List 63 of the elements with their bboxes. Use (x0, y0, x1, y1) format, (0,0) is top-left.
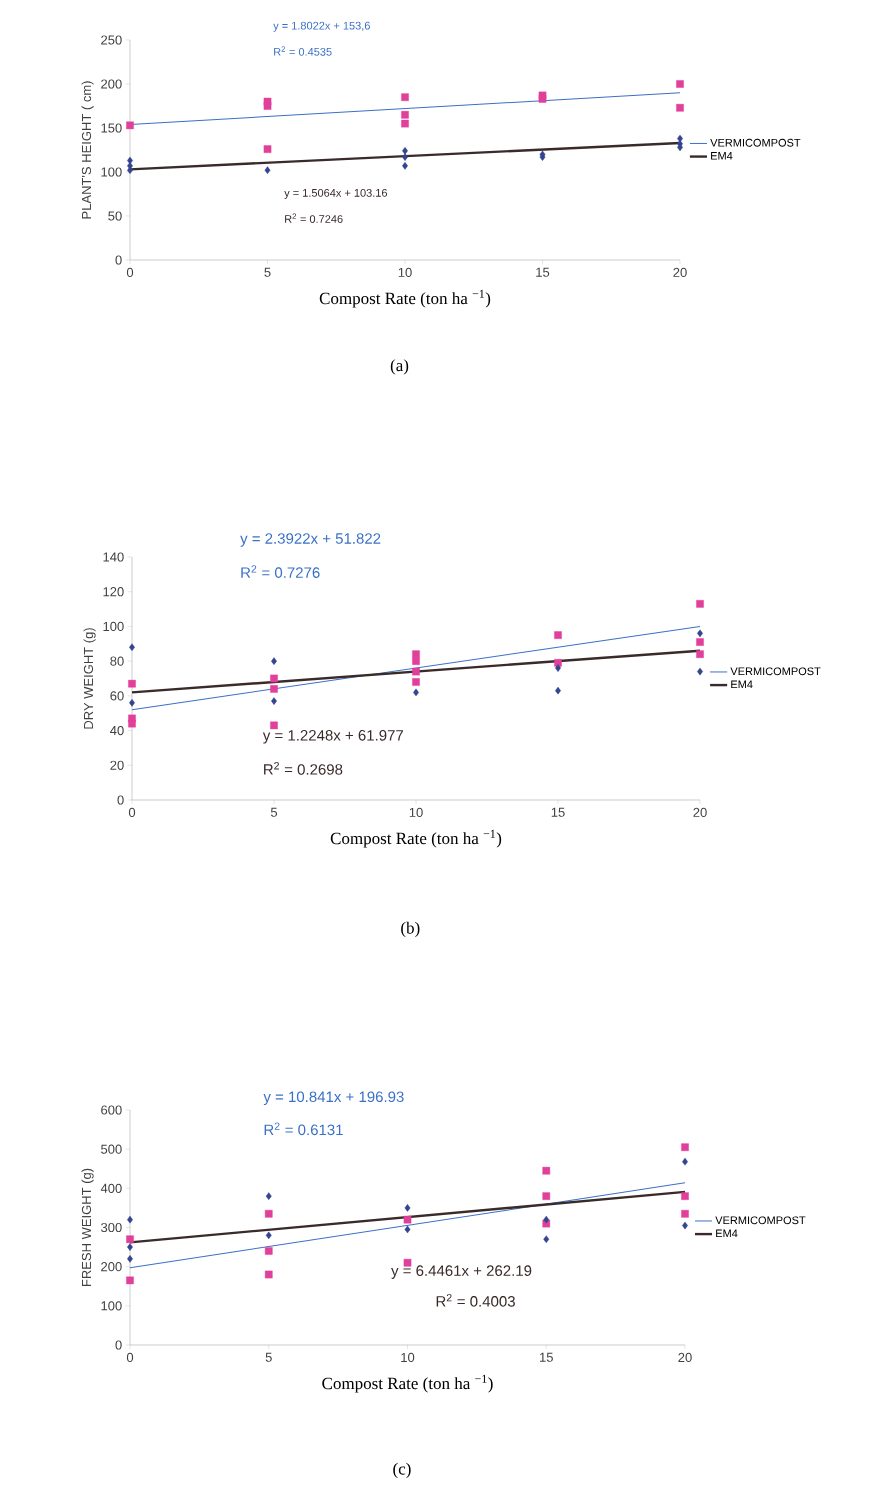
x-tick-label: 0 (126, 1352, 134, 1362)
y-tick-label: 500 (101, 1144, 122, 1154)
x-tick-label: 20 (673, 267, 687, 277)
legend-label: VERMICOMPOST (715, 1216, 806, 1225)
x-tick-label: 15 (540, 1352, 553, 1362)
x-tick-label: 15 (536, 267, 550, 277)
annotation: R$^{2}$ = 0.7246 (285, 213, 343, 223)
x-tick-label: 10 (398, 267, 412, 277)
y-tick-label: 600 (101, 1105, 122, 1115)
text: y = 10.841x + 196.93 (263, 1091, 404, 1106)
y-tick-label: 150 (101, 123, 122, 133)
y-tick-label: 100 (103, 621, 124, 632)
x-tick-label: 10 (409, 807, 423, 817)
text: y = 1.8022x + 153,6 (273, 21, 370, 32)
text: (a) (390, 359, 409, 375)
x-axis-title: Compost Rate (ton ha $^{−1}$) (330, 829, 502, 848)
annotation: y = 1.2248x + 61.977 (262, 730, 404, 744)
text: (b) (401, 921, 420, 938)
y-tick-label: 0 (115, 255, 122, 265)
legend-label: EM4 (711, 152, 733, 160)
y-tick-label: 400 (100, 1183, 122, 1193)
y-tick-label: 140 (103, 552, 124, 562)
text: (c) (393, 1462, 411, 1479)
annotation: R$^{2}$ = 0.4535 (274, 46, 332, 56)
y-tick-label: 60 (110, 691, 124, 701)
y-tick-label: 100 (101, 167, 122, 177)
x-tick-label: 20 (693, 807, 707, 817)
annotation: y = 1.5064x + 103.16 (284, 189, 388, 199)
x-tick-label: 5 (264, 267, 271, 277)
x-tick-label: 5 (270, 807, 278, 817)
x-tick-label: 0 (128, 807, 136, 817)
y-tick-label: 250 (101, 35, 122, 45)
annotation: R$^{2}$ = 0.4003 (436, 1294, 515, 1307)
y-tick-label: 300 (101, 1222, 122, 1233)
annotation: R$^{2}$ = 0.7276 (241, 565, 320, 578)
annotation: R$^{2}$ = 0.6131 (264, 1122, 343, 1136)
y-tick-label: 0 (115, 1340, 122, 1350)
x-tick-label: 15 (551, 807, 565, 817)
y-tick-label: 200 (101, 79, 122, 89)
legend-label: VERMICOMPOST (730, 667, 821, 676)
y-tick-label: 40 (110, 725, 124, 736)
y-axis-title: DRY WEIGHT (g) (83, 628, 96, 729)
legend-label: EM4 (731, 680, 753, 689)
x-axis-title: Compost Rate (ton ha $^{−1}$) (319, 289, 491, 308)
legend-label: EM4 (716, 1229, 738, 1238)
x-tick-label: 5 (265, 1352, 272, 1362)
x-tick-label: 20 (678, 1352, 692, 1362)
annotation: R$^{2}$ = 0.2698 (264, 762, 343, 775)
annotation: y = 6.4461x + 262.19 (391, 1265, 532, 1279)
y-tick-label: 80 (110, 656, 124, 666)
y-tick-label: 50 (108, 211, 122, 221)
x-tick-label: 10 (401, 1352, 415, 1362)
y-tick-label: 20 (110, 760, 124, 770)
legend-label: VERMICOMPOST (710, 138, 801, 147)
y-axis-title: PLANT'S HEIGHT ( cm) (81, 81, 94, 219)
y-tick-label: 200 (101, 1262, 122, 1272)
y-tick-label: 0 (117, 795, 124, 805)
text: y = 2.3922x + 51.822 (240, 533, 381, 547)
x-axis-title: Compost Rate (ton ha $^{−1}$) (322, 1374, 493, 1393)
y-axis-title: FRESH WEIGHT (g) (81, 1168, 94, 1287)
x-tick-label: 0 (126, 267, 134, 277)
y-tick-label: 120 (103, 587, 124, 597)
y-tick-label: 100 (101, 1301, 122, 1311)
